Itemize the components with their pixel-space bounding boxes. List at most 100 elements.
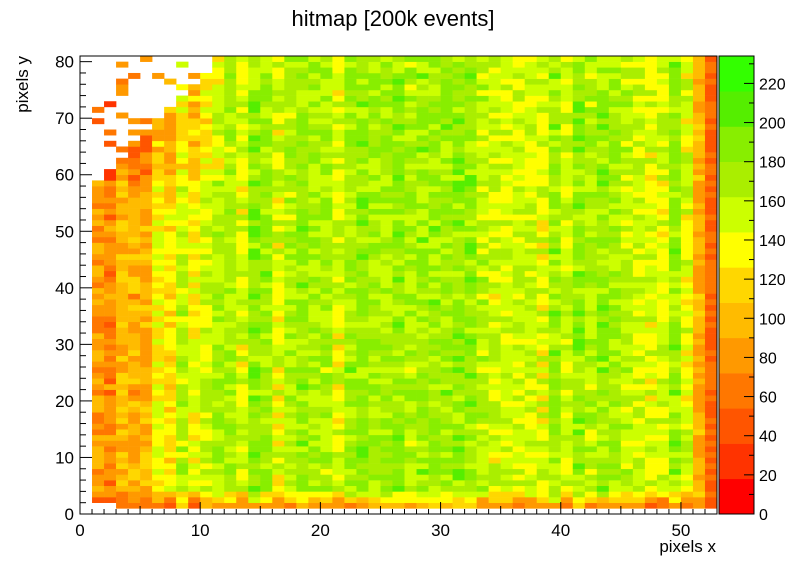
heatmap-cell xyxy=(272,56,285,62)
heatmap-cell xyxy=(248,95,261,102)
heatmap-cell xyxy=(488,270,501,277)
heatmap-cell xyxy=(440,219,453,226)
heatmap-cell xyxy=(116,61,129,68)
heatmap-cell xyxy=(596,248,610,255)
heatmap-cell xyxy=(248,163,261,170)
heatmap-cell xyxy=(152,191,165,198)
heatmap-cell xyxy=(200,225,213,232)
heatmap-cell xyxy=(176,157,189,164)
heatmap-cell xyxy=(92,497,105,503)
heatmap-cell xyxy=(428,191,441,198)
heatmap-cell xyxy=(368,140,381,147)
heatmap-cell xyxy=(440,350,453,356)
heatmap-cell xyxy=(440,423,453,430)
heatmap-cell xyxy=(248,282,261,289)
heatmap-cell xyxy=(380,118,393,125)
heatmap-cell xyxy=(212,502,225,509)
heatmap-cell xyxy=(188,157,201,164)
heatmap-cell xyxy=(248,457,261,464)
heatmap-cell xyxy=(692,446,706,453)
heatmap-cell xyxy=(224,231,237,238)
heatmap-cell xyxy=(548,197,562,204)
heatmap-cell xyxy=(452,383,465,390)
heatmap-cell xyxy=(152,299,165,306)
heatmap-cell xyxy=(560,225,574,232)
heatmap-cell xyxy=(704,361,718,368)
heatmap-cell xyxy=(488,157,501,164)
heatmap-cell xyxy=(272,89,285,96)
heatmap-cell xyxy=(356,84,369,91)
heatmap-cell xyxy=(116,259,129,266)
heatmap-cell xyxy=(392,383,405,390)
heatmap-cell xyxy=(152,412,165,419)
heatmap-cell xyxy=(104,344,117,351)
heatmap-cell xyxy=(608,417,622,424)
heatmap-cell xyxy=(632,84,646,91)
heatmap-cell xyxy=(104,101,117,108)
heatmap-cell xyxy=(104,203,117,209)
heatmap-cell xyxy=(188,412,201,419)
heatmap-cell xyxy=(560,140,574,147)
heatmap-cell xyxy=(224,163,237,170)
heatmap-cell xyxy=(632,146,646,153)
heatmap-cell xyxy=(200,361,213,368)
heatmap-cell xyxy=(116,287,129,294)
heatmap-cell xyxy=(620,480,634,487)
heatmap-cell xyxy=(224,497,237,503)
heatmap-cell xyxy=(416,61,429,68)
heatmap-cell xyxy=(212,61,225,68)
heatmap-cell xyxy=(488,225,501,232)
heatmap-cell xyxy=(560,174,574,181)
heatmap-cell xyxy=(308,446,321,453)
heatmap-cell xyxy=(332,474,345,481)
heatmap-cell xyxy=(380,480,393,487)
heatmap-cell xyxy=(476,299,489,306)
heatmap-cell xyxy=(140,135,153,142)
heatmap-cell xyxy=(644,485,658,492)
heatmap-cell xyxy=(584,293,598,300)
heatmap-cell xyxy=(644,174,658,181)
heatmap-cell xyxy=(452,56,465,62)
heatmap-cell xyxy=(152,208,165,215)
heatmap-cell xyxy=(236,366,249,373)
heatmap-cell xyxy=(368,56,381,62)
heatmap-cell xyxy=(236,186,249,192)
heatmap-cell xyxy=(704,169,718,176)
heatmap-cell xyxy=(536,463,550,470)
heatmap-cell xyxy=(272,287,285,294)
heatmap-cell xyxy=(392,400,405,407)
heatmap-cell xyxy=(704,248,718,255)
heatmap-cell xyxy=(368,169,381,176)
heatmap-cell xyxy=(428,355,441,362)
heatmap-cell xyxy=(656,225,670,232)
heatmap-cell xyxy=(524,157,538,164)
heatmap-cell xyxy=(224,208,237,215)
heatmap-cell xyxy=(668,197,682,204)
heatmap-cell xyxy=(224,310,237,317)
heatmap-cell xyxy=(440,480,453,487)
heatmap-cell xyxy=(356,287,369,294)
heatmap-cell xyxy=(464,84,477,91)
heatmap-cell xyxy=(152,140,165,147)
heatmap-cell xyxy=(140,389,153,396)
heatmap-cell xyxy=(128,72,141,79)
heatmap-cell xyxy=(524,304,538,311)
heatmap-cell xyxy=(692,56,706,62)
heatmap-cell xyxy=(428,140,441,147)
heatmap-cell xyxy=(296,338,309,345)
heatmap-cell xyxy=(200,412,213,419)
heatmap-cell xyxy=(620,400,634,407)
heatmap-cell xyxy=(452,446,465,453)
colorbar-swatch xyxy=(719,196,754,233)
heatmap-cell xyxy=(368,355,381,362)
heatmap-cell xyxy=(620,129,634,136)
heatmap-cell xyxy=(632,123,646,130)
heatmap-cell xyxy=(212,389,225,396)
heatmap-cell xyxy=(512,123,525,130)
heatmap-cell xyxy=(620,214,634,221)
heatmap-cell xyxy=(620,248,634,255)
heatmap-cell xyxy=(140,366,153,373)
heatmap-cell xyxy=(356,56,369,62)
heatmap-cell xyxy=(404,276,417,283)
heatmap-cell xyxy=(164,163,177,170)
